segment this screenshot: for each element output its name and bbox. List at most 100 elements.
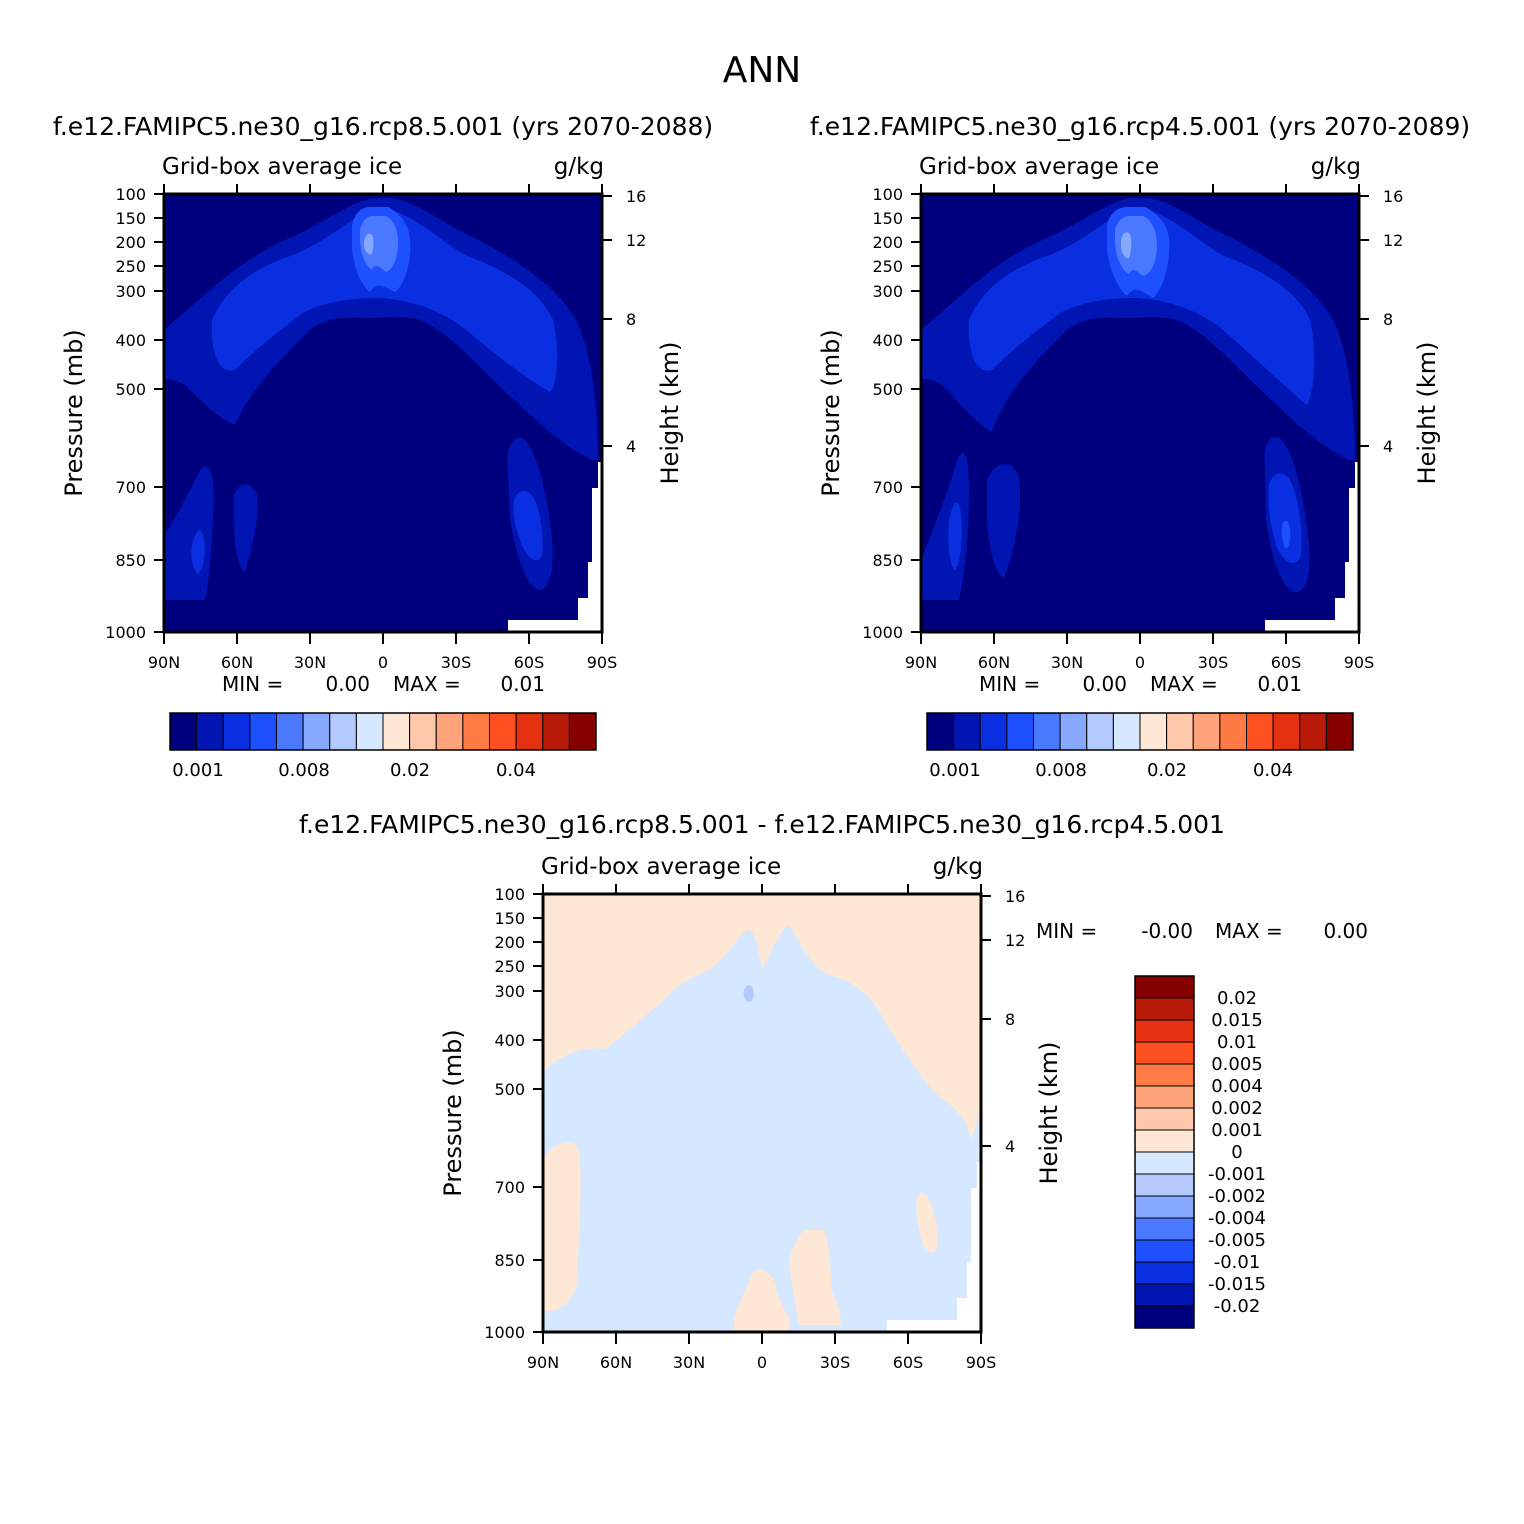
colorbar-swatch [1134,975,1195,999]
colorbar-label: 0.004 [1211,1076,1263,1097]
colorbar-swatch [222,712,251,751]
y-tick-label: 700 [494,1178,525,1197]
colorbar-swatch [953,712,981,751]
ice-tropical-inner [1115,216,1157,276]
colorbar-swatch [1192,712,1221,751]
colorbar-swatch [169,712,198,751]
x-tick-label: 30S [820,1353,851,1372]
x-ticks [542,884,982,1344]
min-value: -0.00 [1141,919,1193,943]
colorbar-swatch [1139,712,1168,751]
min-label: MIN = [222,672,283,696]
y-tick-labels: 100 150 200 250 300 400 500 700 850 1000 [484,885,525,1342]
y-ticks-left [911,193,921,633]
x-tick-label: 30S [441,653,472,672]
colorbar-swatch [1134,1173,1195,1197]
colorbar-frame [1134,975,1195,1329]
x-tick-label: 90S [966,1353,997,1372]
ice-tropical-max [1121,232,1132,259]
units-label: g/kg [1311,154,1361,180]
y-ticks-left [533,893,543,1333]
y-tick-label: 850 [115,551,146,570]
ice-lowlevel-65N [987,463,1021,578]
colorbar-swatch [1134,1129,1195,1153]
colorbar-swatch [1134,1239,1195,1263]
y-axis-label: Pressure (mb) [817,329,845,496]
y-tick-label: 200 [872,233,903,252]
y-tick-label: 400 [494,1031,525,1050]
colorbar-swatch [1112,712,1141,751]
y2-axis-label: Height (km) [1035,1042,1063,1185]
colorbar-label: -0.004 [1208,1208,1266,1229]
colorbar-swatch [355,712,384,751]
y2-tick-labels: 16 12 8 4 [1383,187,1403,456]
y-tick-label: 300 [494,982,525,1001]
colorbar-swatch [1033,712,1061,751]
colorbar-label: 0.02 [1217,988,1257,1009]
colorbar-label: 0.04 [496,760,536,781]
min-value: 0.00 [325,672,370,696]
colorbar-swatch [489,712,517,751]
ice-lowlevel-75N-core [191,530,205,574]
max-label: MAX = [1215,919,1283,943]
colorbar-swatch [542,712,570,751]
colorbar-swatch [1134,1217,1195,1241]
y-tick-label: 500 [115,380,146,399]
y2-tick-label: 16 [626,187,646,206]
x-tick-label: 60N [221,653,253,672]
y2-ticks [1359,195,1369,447]
colorbar-label: -0.015 [1208,1274,1266,1295]
colorbar-label: 0.001 [1211,1120,1263,1141]
y2-tick-label: 4 [626,437,636,456]
units-label: g/kg [933,854,983,880]
missing-topography [887,1162,981,1332]
colorbar-swatch [1166,712,1194,751]
x-tick-label: 30N [673,1353,705,1372]
colorbar-swatch [1134,1019,1195,1043]
y-tick-label: 100 [872,185,903,204]
y2-axis-label: Height (km) [1413,342,1441,485]
x-tick-label: 90S [1344,653,1375,672]
variable-label: Grid-box average ice [162,154,402,180]
colorbar-swatch [1134,1041,1195,1065]
x-tick-label: 0 [757,1353,767,1372]
x-tick-label: 30N [1051,653,1083,672]
ice-arc-mid [968,210,1315,405]
colorbar-swatch [1134,1261,1195,1285]
x-tick-label: 90N [905,653,937,672]
plot-area [919,192,1361,634]
colorbar-swatch [1059,712,1088,751]
x-tick-labels: 90N 60N 30N 0 30S 60S 90S [527,1353,996,1372]
y-tick-label: 700 [872,478,903,497]
units-label: g/kg [554,154,604,180]
min-label: MIN = [979,672,1040,696]
diff-positive-patch-0 [789,1230,841,1325]
y2-tick-label: 8 [1383,310,1393,329]
y2-ticks [602,195,612,447]
y2-tick-label: 12 [1005,931,1025,950]
y2-tick-label: 16 [1383,187,1403,206]
ice-lowlevel-65N [234,484,258,572]
colorbar-swatch [1219,712,1247,751]
colorbar: 0.001 0.008 0.02 0.04 [169,712,597,781]
colorbar-swatch [249,712,277,751]
y-tick-label: 1000 [484,1323,525,1342]
ice-tropical-max [364,233,374,255]
colorbar-swatch [1086,712,1114,751]
x-tick-label: 60N [978,653,1010,672]
min-label: MIN = [1036,919,1097,943]
max-value: 0.01 [500,672,545,696]
y-tick-label: 300 [115,282,146,301]
panel-subtitle: f.e12.FAMIPC5.ne30_g16.rcp8.5.001 (yrs 2… [53,112,713,141]
y-ticks-left [154,193,164,633]
y-tick-label: 500 [872,380,903,399]
colorbar-swatch [1006,712,1034,751]
max-label: MAX = [1150,672,1218,696]
y-tick-label: 700 [115,478,146,497]
x-tick-label: 90N [148,653,180,672]
ice-lowlevel-75N-core [948,502,962,570]
diff-positive-patch-75N [543,1142,581,1312]
x-ticks [920,184,1360,644]
plot-area [541,892,983,1334]
x-tick-label: 30S [1198,653,1229,672]
